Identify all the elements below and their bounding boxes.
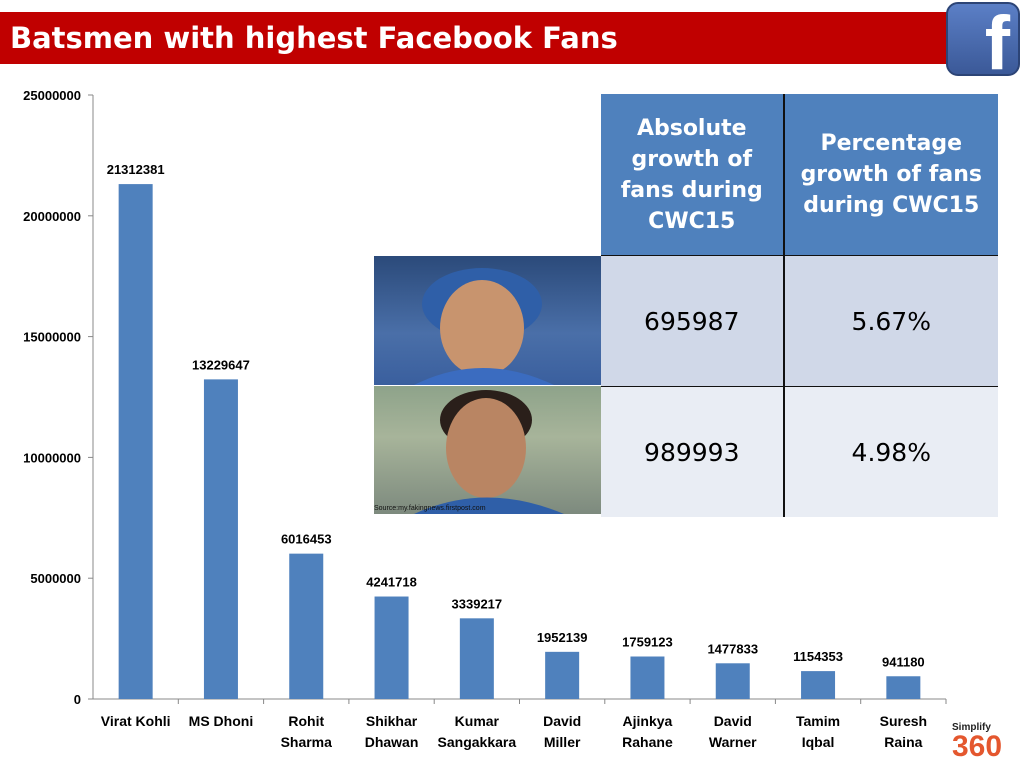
data-label: 1759123 — [622, 634, 673, 649]
x-tick-label: Shikhar — [366, 713, 418, 729]
simplify360-logo: Simplify 360 — [952, 722, 1003, 763]
y-tick-label: 0 — [74, 692, 81, 707]
growth-table: Absolute growth of fans during CWC15 Per… — [601, 94, 998, 517]
x-tick-label: Miller — [544, 734, 581, 750]
table-row: 695987 5.67% — [601, 255, 998, 387]
data-label: 6016453 — [281, 532, 332, 547]
x-tick-label: Dhawan — [365, 734, 419, 750]
data-label: 941180 — [882, 654, 925, 669]
x-tick-label: Iqbal — [802, 734, 835, 750]
bar — [203, 379, 238, 699]
percentage-growth-value: 4.98% — [782, 386, 998, 517]
x-tick-label: Sharma — [281, 734, 333, 750]
y-tick-label: 5000000 — [30, 571, 81, 586]
x-tick-label: Rohit — [288, 713, 324, 729]
header-absolute-growth: Absolute growth of fans during CWC15 — [601, 94, 784, 256]
x-tick-label: Rahane — [622, 734, 673, 750]
data-label: 3339217 — [452, 596, 503, 611]
photo-credit: Source:my.fakingnews.firstpost.com — [374, 505, 486, 512]
data-label: 1952139 — [537, 630, 588, 645]
x-tick-label: MS Dhoni — [189, 713, 254, 729]
bar — [289, 553, 324, 699]
header-percentage-growth: Percentage growth of fans during CWC15 — [782, 94, 998, 256]
percentage-growth-value: 5.67% — [782, 255, 998, 387]
bar — [374, 596, 409, 699]
ms-dhoni-photo — [374, 256, 601, 385]
data-label: 13229647 — [192, 357, 250, 372]
bar — [715, 663, 750, 699]
data-label: 21312381 — [107, 162, 165, 177]
x-tick-label: Virat Kohli — [101, 713, 171, 729]
absolute-growth-value: 989993 — [601, 386, 784, 517]
slide-title: Batsmen with highest Facebook Fans — [10, 21, 618, 55]
bar — [801, 671, 836, 699]
title-bar: Batsmen with highest Facebook Fans — [0, 12, 948, 64]
virat-kohli-photo — [374, 386, 601, 514]
x-tick-label: David — [714, 713, 752, 729]
facebook-logo-icon: f — [946, 2, 1020, 76]
x-tick-label: Ajinkya — [623, 713, 673, 729]
table-row: 989993 4.98% — [601, 386, 998, 517]
x-tick-label: Kumar — [455, 713, 500, 729]
y-tick-label: 20000000 — [23, 209, 81, 224]
absolute-growth-value: 695987 — [601, 255, 784, 387]
bar — [459, 618, 494, 699]
data-label: 4241718 — [366, 575, 417, 590]
bar — [886, 676, 921, 699]
x-tick-label: Suresh — [880, 713, 927, 729]
x-tick-label: Warner — [709, 734, 757, 750]
data-label: 1477833 — [707, 641, 758, 656]
x-tick-label: Raina — [884, 734, 922, 750]
bar — [118, 184, 153, 699]
x-tick-label: Sangakkara — [438, 734, 517, 750]
bar — [630, 656, 665, 699]
y-tick-label: 10000000 — [23, 450, 81, 465]
y-tick-label: 25000000 — [23, 88, 81, 103]
x-tick-label: David — [543, 713, 581, 729]
data-label: 1154353 — [793, 649, 843, 664]
bar — [545, 651, 580, 699]
x-tick-label: Tamim — [796, 713, 840, 729]
y-tick-label: 15000000 — [23, 330, 81, 345]
